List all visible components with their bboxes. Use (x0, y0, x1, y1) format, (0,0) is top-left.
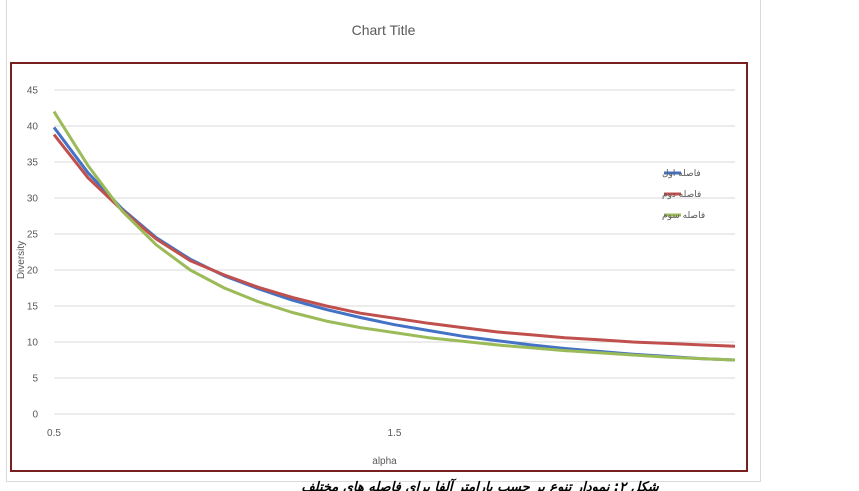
series-lines (54, 112, 735, 360)
legend: فاصله اول فاصله دوم فاصله سوم (662, 169, 705, 221)
plot-svg: 0 5 10 15 20 25 30 35 40 45 0.5 1.5 alpha Diversit… (12, 64, 746, 470)
y-tick-label: 15 (27, 302, 39, 313)
y-tick-label: 25 (27, 230, 39, 241)
y-tick-label: 40 (27, 122, 39, 133)
x-tick-label: 1.5 (388, 428, 402, 439)
y-tick-label: 35 (27, 158, 39, 169)
y-axis-title: Diversity (16, 241, 27, 279)
legend-label: فاصله سوم (662, 211, 705, 221)
y-tick-label: 20 (27, 266, 39, 277)
legend-label: فاصله دوم (662, 190, 701, 200)
x-tick-label: 0.5 (47, 428, 61, 439)
series-line-2 (54, 135, 735, 347)
plot-frame: 0 5 10 15 20 25 30 35 40 45 0.5 1.5 alpha Diversit… (10, 62, 748, 472)
gridlines (54, 90, 735, 414)
y-tick-label: 45 (27, 86, 39, 97)
x-tick-labels: 0.5 1.5 (47, 428, 402, 439)
legend-label: فاصله اول (662, 169, 701, 179)
y-tick-label: 30 (27, 194, 39, 205)
y-tick-label: 10 (27, 338, 39, 349)
y-tick-label: 0 (32, 410, 38, 421)
chart-title: Chart Title (6, 22, 761, 38)
x-axis-title: alpha (372, 456, 397, 467)
figure-caption: شکل ۲: نمودار تنوع بر حسب پارامتر آلفا ب… (200, 477, 760, 491)
y-tick-label: 5 (32, 374, 38, 385)
y-tick-labels: 0 5 10 15 20 25 30 35 40 45 (27, 86, 39, 421)
